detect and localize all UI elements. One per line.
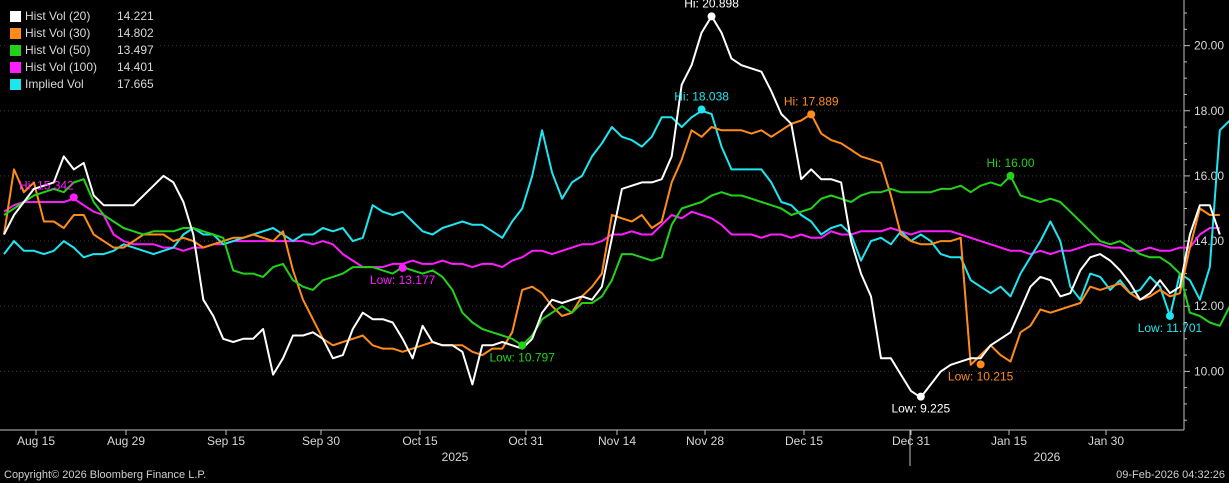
extreme-marker: [398, 263, 407, 272]
x-tick-label: Oct 31: [508, 434, 544, 448]
extreme-marker: [697, 105, 706, 114]
extreme-marker: [807, 110, 816, 119]
extreme-marker: [518, 341, 527, 350]
legend-last-value: 17.665: [117, 77, 154, 91]
legend-swatch: [10, 11, 21, 22]
legend-item: Hist Vol (100) 14.401: [10, 59, 154, 76]
x-tick-label: Dec 15: [785, 434, 823, 448]
legend: Hist Vol (20) 14.221 Hist Vol (30) 14.802 Hi…: [6, 6, 158, 95]
series-line-4: [3, 109, 1229, 317]
legend-last-value: 14.401: [117, 60, 154, 74]
x-tick-label: Aug 29: [107, 434, 145, 448]
legend-series-name: Hist Vol (100): [25, 60, 98, 74]
x-tick-label: Sep 30: [302, 434, 340, 448]
year-label: 2026: [1034, 450, 1061, 464]
extreme-label: Hi: 18.038: [674, 90, 729, 104]
legend-swatch: [10, 28, 21, 39]
year-label: 2025: [442, 450, 469, 464]
y-tick-label: 10.00: [1194, 364, 1224, 378]
series-line-1: [3, 113, 1220, 366]
legend-swatch: [10, 45, 21, 56]
extreme-label: Low: 13.177: [370, 273, 436, 287]
legend-item: Hist Vol (20) 14.221: [10, 8, 154, 25]
x-tick-label: Jan 15: [991, 434, 1027, 448]
legend-last-value: 14.802: [117, 26, 154, 40]
legend-item: Hist Vol (30) 14.802: [10, 25, 154, 42]
series-line-2: [3, 174, 1229, 347]
extreme-marker: [707, 12, 716, 21]
x-tick-label: Oct 15: [402, 434, 438, 448]
legend-last-value: 14.221: [117, 9, 154, 23]
legend-series-name: Hist Vol (50): [25, 43, 91, 57]
extreme-label: Low: 9.225: [891, 402, 950, 416]
x-tick-label: Nov 14: [598, 434, 636, 448]
extreme-label: Hi: 17.889: [784, 94, 839, 108]
legend-series-name: Hist Vol (30): [25, 26, 91, 40]
extreme-label: Hi: 16.00: [987, 156, 1035, 170]
extreme-label: Hi: 15.342: [19, 178, 74, 192]
extreme-marker: [69, 193, 78, 202]
extreme-label: Low: 11.701: [1138, 321, 1203, 335]
x-tick-label: Aug 15: [17, 434, 55, 448]
series-line-0: [3, 15, 1221, 399]
legend-swatch: [10, 62, 21, 73]
extreme-label: Hi: 20.898: [684, 0, 739, 10]
y-tick-label: 20.00: [1194, 39, 1224, 53]
extreme-label: Low: 10.215: [948, 369, 1014, 383]
legend-item: Implied Vol 17.665: [10, 76, 154, 93]
x-tick-label: Jan 30: [1088, 434, 1124, 448]
extreme-marker: [1165, 311, 1174, 320]
y-tick-label: 12.00: [1194, 299, 1224, 313]
legend-item: Hist Vol (50) 13.497: [10, 42, 154, 59]
extreme-marker: [1006, 171, 1015, 180]
extreme-marker: [916, 392, 925, 401]
extreme-marker: [976, 360, 985, 369]
timestamp-text: 09-Feb-2026 04:32:26: [1116, 469, 1225, 481]
copyright-text: Copyright© 2026 Bloomberg Finance L.P.: [4, 469, 207, 481]
legend-series-name: Hist Vol (20): [25, 9, 91, 23]
x-tick-label: Nov 28: [686, 434, 724, 448]
extreme-label: Low: 10.797: [490, 350, 556, 364]
y-tick-label: 16.00: [1194, 169, 1224, 183]
legend-last-value: 13.497: [117, 43, 154, 57]
legend-series-name: Implied Vol: [25, 77, 84, 91]
x-tick-label: Sep 15: [207, 434, 245, 448]
y-tick-label: 14.00: [1194, 234, 1224, 248]
y-tick-label: 18.00: [1194, 104, 1224, 118]
legend-swatch: [10, 79, 21, 90]
x-tick-label: Dec 31: [892, 434, 930, 448]
